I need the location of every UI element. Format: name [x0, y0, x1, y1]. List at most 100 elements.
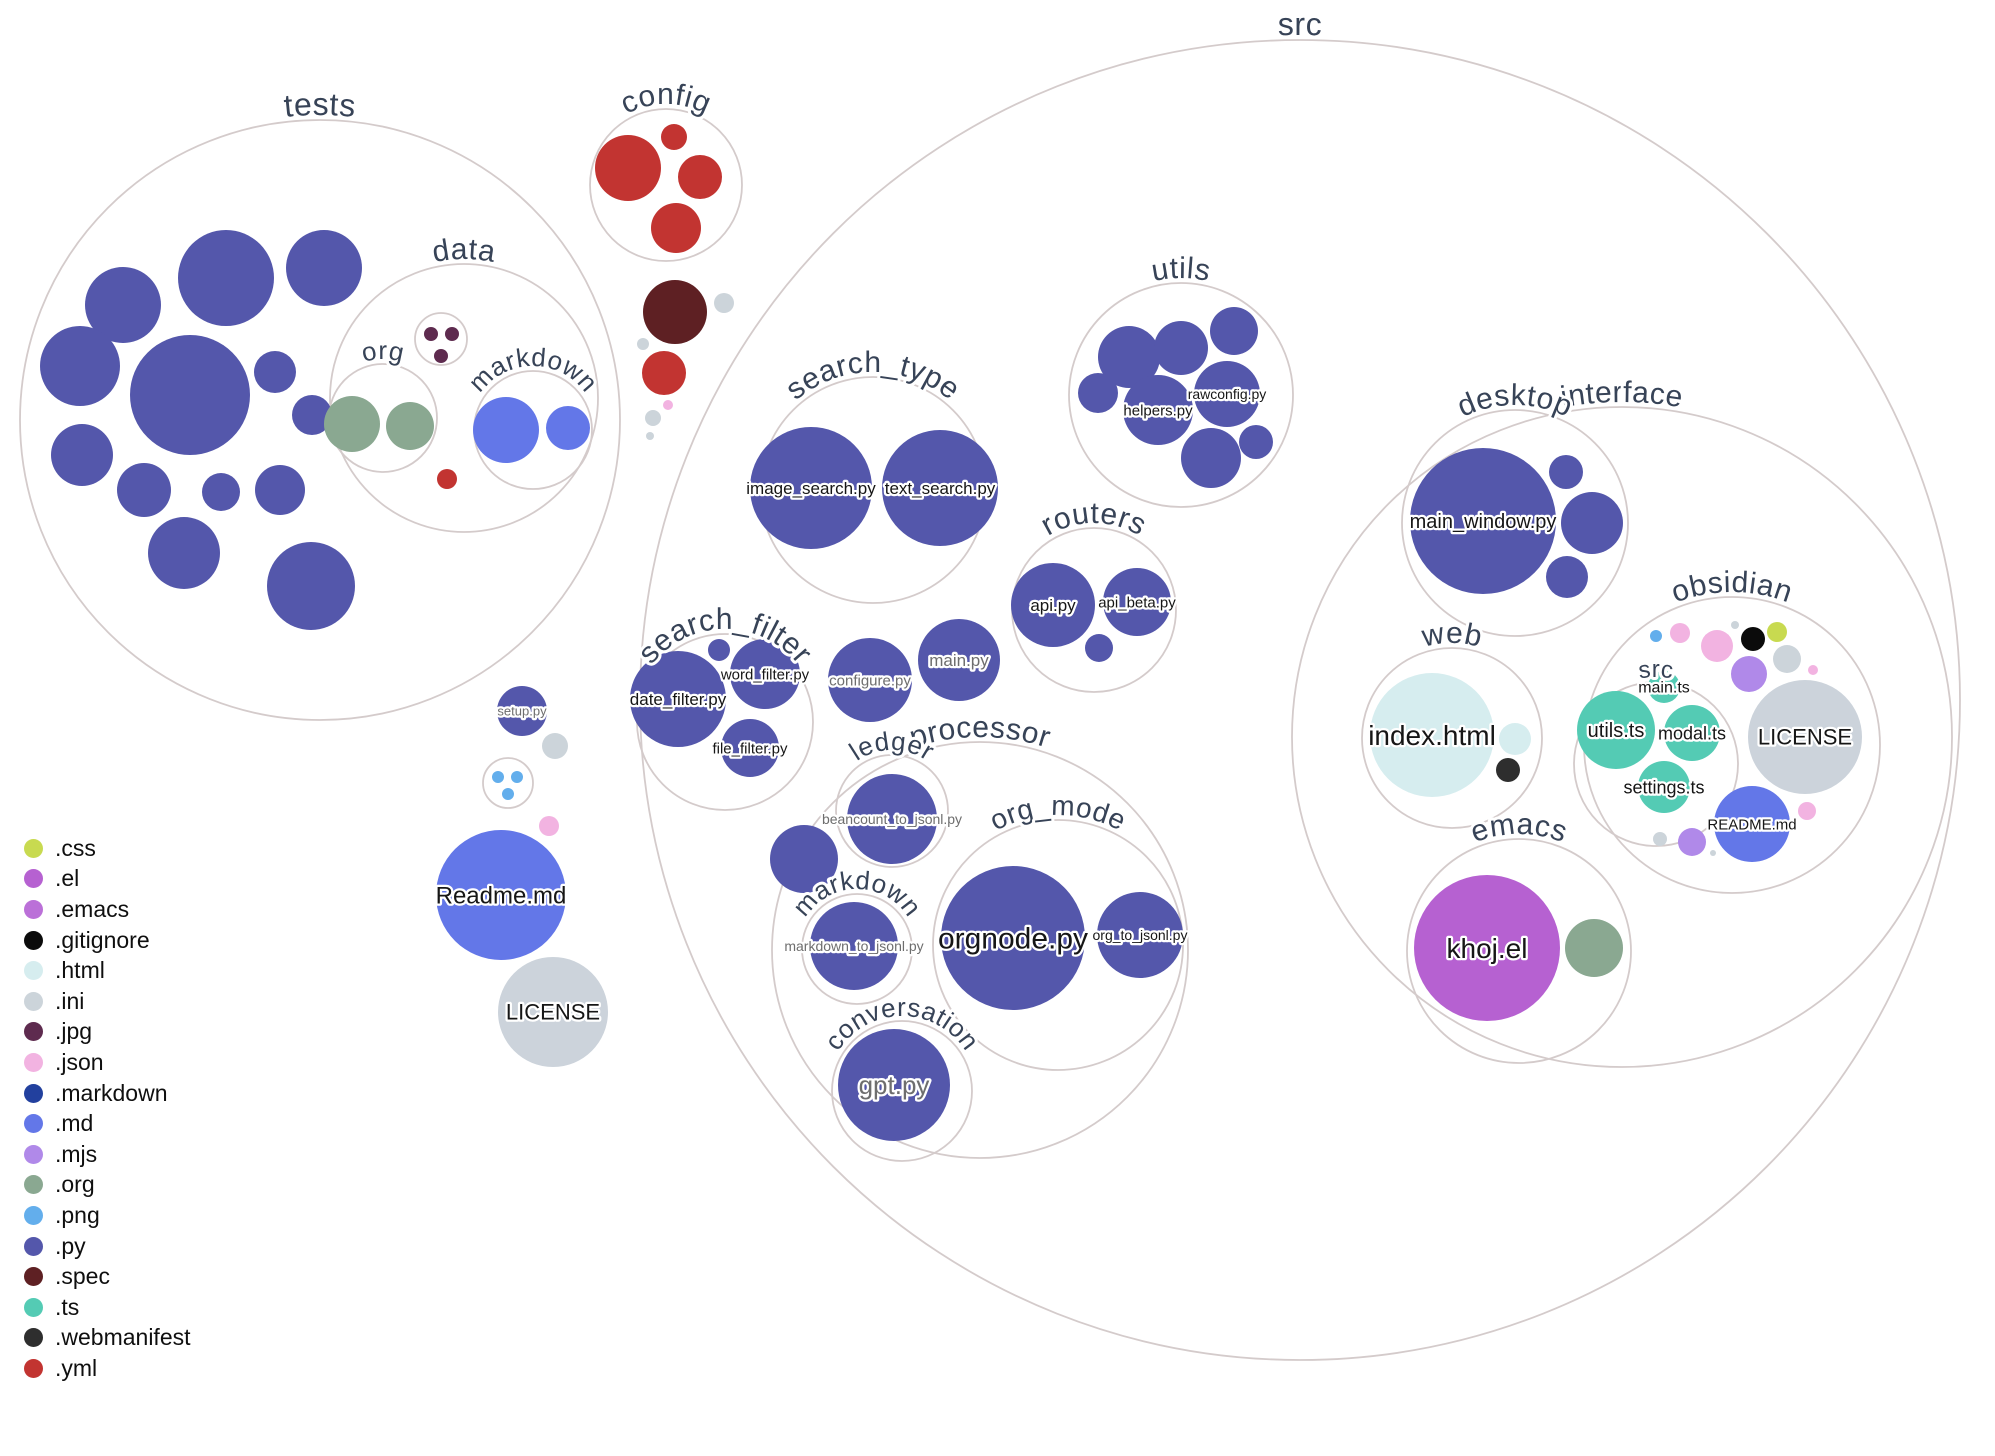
file-circle-LICENSE [498, 957, 608, 1067]
file-circle [546, 406, 590, 450]
file-circle-main_window.py [1410, 448, 1556, 594]
file-circle [178, 230, 274, 326]
legend-extension-label: .py [55, 1232, 86, 1259]
file-type-legend: .css .el .emacs .gitignore .html .ini .jpg .jso… [24, 833, 191, 1384]
dir-label-utils: utils [1149, 252, 1213, 288]
file-circle [642, 351, 686, 395]
legend-extension-label: .md [55, 1110, 94, 1137]
file-circle-image_search.py [750, 427, 872, 549]
file-circle [646, 432, 654, 440]
dir-label-obsidian: obsidian [1667, 566, 1797, 609]
file-circle [117, 463, 171, 517]
dir-label-web: web [1418, 617, 1485, 654]
legend-item: .md [24, 1108, 191, 1139]
dir-circle-group [414, 312, 468, 366]
file-label-beancount_to_jsonl.py: beancount_to_jsonl.py [822, 811, 962, 827]
file-label-api_beta.py: api_beta.py [1098, 594, 1176, 611]
legend-item: .py [24, 1231, 191, 1262]
file-label-text_search.py: text_search.py [885, 479, 996, 498]
legend-extension-label: .ts [55, 1293, 80, 1320]
file-circle [1650, 630, 1662, 642]
file-circle-utils.ts [1577, 691, 1655, 769]
file-label-file_filter.py: file_filter.py [712, 740, 788, 757]
dir-circle-config [589, 108, 743, 262]
legend-extension-label: .org [55, 1171, 95, 1198]
file-circle-LICENSE [1748, 680, 1862, 794]
dir-circle-processor [771, 741, 1189, 1159]
file-circle-api.py [1011, 563, 1095, 647]
file-circle [267, 542, 355, 630]
dir-circle-ledger [835, 754, 949, 868]
file-circle-org_to_jsonl.py [1097, 892, 1183, 978]
dir-label-routers: routers [1036, 497, 1152, 542]
legend-extension-label: .el [55, 865, 80, 892]
legend-color-dot [24, 1267, 43, 1287]
file-circle [1710, 850, 1716, 856]
file-label-word_filter.py: word_filter.py [720, 666, 810, 683]
file-circle [1210, 307, 1258, 355]
file-circle [202, 473, 240, 511]
file-circle [1653, 832, 1667, 846]
file-circle [663, 400, 673, 410]
file-circle [1773, 645, 1801, 673]
file-circle [437, 469, 457, 489]
file-circle [445, 327, 459, 341]
dir-circle-utils [1068, 282, 1294, 508]
dir-label-tests: tests [282, 86, 357, 124]
legend-item: .webmanifest [24, 1323, 191, 1354]
legend-color-dot [24, 1297, 43, 1317]
file-circle-main.ts [1648, 671, 1680, 703]
file-circle [1546, 556, 1588, 598]
legend-extension-label: .json [55, 1048, 104, 1075]
file-label-README.md: README.md [1707, 816, 1796, 833]
file-label-org_to_jsonl.py: org_to_jsonl.py [1093, 927, 1188, 943]
file-label-main_window.py: main_window.py [1410, 511, 1557, 533]
file-circle-helpers.py [1123, 375, 1193, 445]
dir-label-emacs: emacs [1467, 808, 1572, 850]
dir-label-org: org [359, 335, 407, 368]
file-circle [511, 771, 523, 783]
legend-item: .jpg [24, 1017, 191, 1048]
dir-circle-web [1361, 647, 1543, 829]
file-circle-README.md [1714, 786, 1790, 862]
file-label-image_search.py: image_search.py [746, 479, 876, 498]
file-circle [643, 280, 707, 344]
file-circle [770, 825, 838, 893]
file-label-orgnode.py: orgnode.py [938, 923, 1088, 956]
file-circle-orgnode.py [941, 866, 1085, 1010]
dir-circle-org_mode [932, 819, 1184, 1071]
file-circle-settings.ts [1638, 761, 1690, 813]
file-circle [292, 395, 332, 435]
legend-extension-label: .emacs [55, 895, 130, 922]
file-circle [286, 230, 362, 306]
file-label-main.ts: main.ts [1638, 680, 1690, 697]
file-circle [661, 124, 687, 150]
file-circle-api_beta.py [1103, 568, 1171, 636]
legend-extension-label: .spec [55, 1263, 110, 1290]
file-label-LICENSE: LICENSE [1758, 725, 1852, 750]
file-circle [473, 397, 539, 463]
legend-extension-label: .html [55, 957, 105, 984]
file-circle [324, 396, 380, 452]
dir-label-org_mode: org_mode [985, 790, 1131, 836]
legend-extension-label: .png [55, 1201, 100, 1228]
file-circle [1670, 623, 1690, 643]
legend-item: .org [24, 1170, 191, 1201]
file-circle [1154, 321, 1208, 375]
legend-extension-label: .webmanifest [55, 1324, 191, 1351]
file-circle [502, 788, 514, 800]
file-circle [1561, 492, 1623, 554]
file-circle-main.py [918, 619, 1000, 701]
dir-label-interface: interface [1558, 376, 1685, 414]
legend-extension-label: .yml [55, 1354, 98, 1381]
file-circle [1085, 634, 1113, 662]
file-circle [1808, 665, 1818, 675]
legend-extension-label: .css [55, 834, 96, 861]
file-circle [254, 351, 296, 393]
file-circle [1549, 455, 1583, 489]
file-circle [1078, 373, 1118, 413]
file-circle [542, 733, 568, 759]
file-label-index.html: index.html [1368, 720, 1496, 751]
file-circle-word_filter.py [730, 639, 800, 709]
